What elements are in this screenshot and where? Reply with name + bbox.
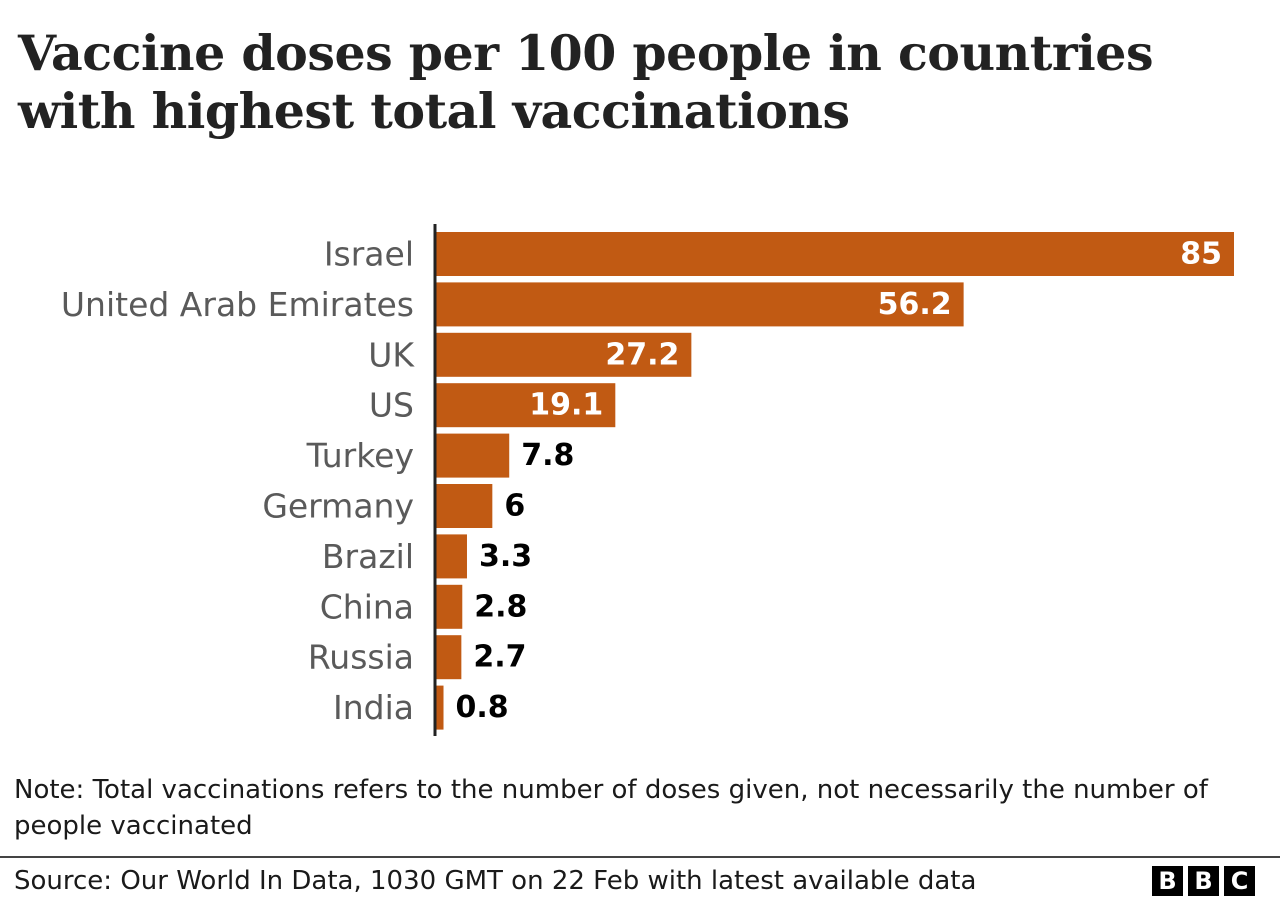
- bar-chart: Israel 85 United Arab Emirates 56.2 UK 27.2 US…: [0, 210, 1280, 750]
- category-label: Turkey: [306, 436, 414, 475]
- category-label: Israel: [324, 235, 414, 274]
- bar: [436, 232, 1234, 276]
- bar-chart-svg: Israel 85 United Arab Emirates 56.2 UK 27.2 US…: [61, 224, 1234, 736]
- bbc-logo-letter: B: [1152, 866, 1183, 896]
- data-label: 19.1: [529, 388, 603, 423]
- bar: [436, 584, 463, 629]
- bar: [436, 534, 467, 579]
- source-text: Source: Our World In Data, 1030 GMT on 2…: [14, 866, 977, 896]
- bbc-logo-letter: B: [1188, 866, 1219, 896]
- data-label: 6: [504, 489, 525, 524]
- category-label: Germany: [262, 487, 414, 526]
- category-label: United Arab Emirates: [61, 285, 414, 324]
- data-label: 3.3: [479, 539, 532, 574]
- data-label: 27.2: [605, 337, 679, 372]
- data-label: 2.8: [474, 589, 527, 624]
- data-label: 7.8: [521, 438, 574, 473]
- bbc-logo: B B C: [1152, 866, 1255, 896]
- category-label: China: [320, 587, 414, 626]
- category-label: US: [369, 386, 414, 425]
- data-label: 56.2: [878, 287, 952, 322]
- category-label: India: [333, 688, 414, 727]
- chart-note: Note: Total vaccinations refers to the n…: [14, 775, 1208, 841]
- data-label: 2.7: [473, 640, 526, 675]
- category-label: Russia: [308, 638, 414, 677]
- bar: [436, 332, 692, 377]
- data-label: 85: [1180, 237, 1222, 272]
- data-label: 0.8: [456, 690, 509, 725]
- footer-divider: [0, 856, 1280, 858]
- category-label: Brazil: [322, 537, 414, 576]
- bar: [436, 282, 964, 327]
- category-label: UK: [368, 335, 415, 374]
- bar: [436, 635, 462, 680]
- bar: [436, 383, 616, 428]
- bar: [436, 685, 444, 730]
- bar: [436, 484, 493, 528]
- bbc-logo-letter: C: [1224, 866, 1255, 896]
- bar: [436, 433, 510, 478]
- chart-title: Vaccine doses per 100 people in countrie…: [18, 24, 1154, 140]
